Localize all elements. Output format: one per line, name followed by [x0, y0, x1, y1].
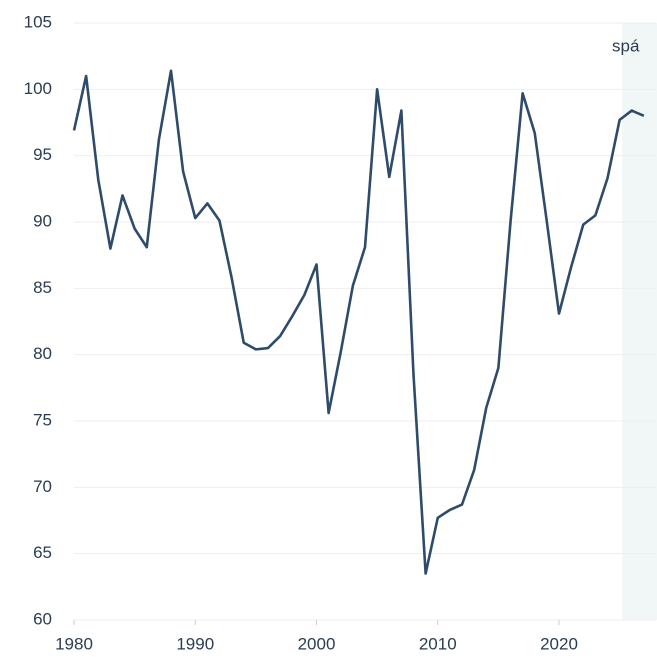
y-tick-label: 75	[33, 410, 52, 429]
y-tick-label: 95	[33, 145, 52, 164]
y-tick-label: 105	[24, 12, 52, 31]
y-tick-label: 90	[33, 211, 52, 230]
y-tick-label: 60	[33, 609, 52, 628]
y-tick-label: 65	[33, 543, 52, 562]
x-tick-label: 2000	[298, 634, 336, 653]
y-tick-label: 70	[33, 477, 52, 496]
x-tick-label: 2010	[419, 634, 457, 653]
y-tick-label: 85	[33, 278, 52, 297]
forecast-label: spá	[612, 36, 640, 55]
x-tick-label: 1990	[176, 634, 214, 653]
forecast-band	[622, 23, 657, 620]
line	[72, 69, 645, 575]
x-tick-label: 2020	[540, 634, 578, 653]
y-tick-label: 80	[33, 344, 52, 363]
x-tick-label: 1980	[55, 634, 93, 653]
y-tick-label: 100	[24, 79, 52, 98]
